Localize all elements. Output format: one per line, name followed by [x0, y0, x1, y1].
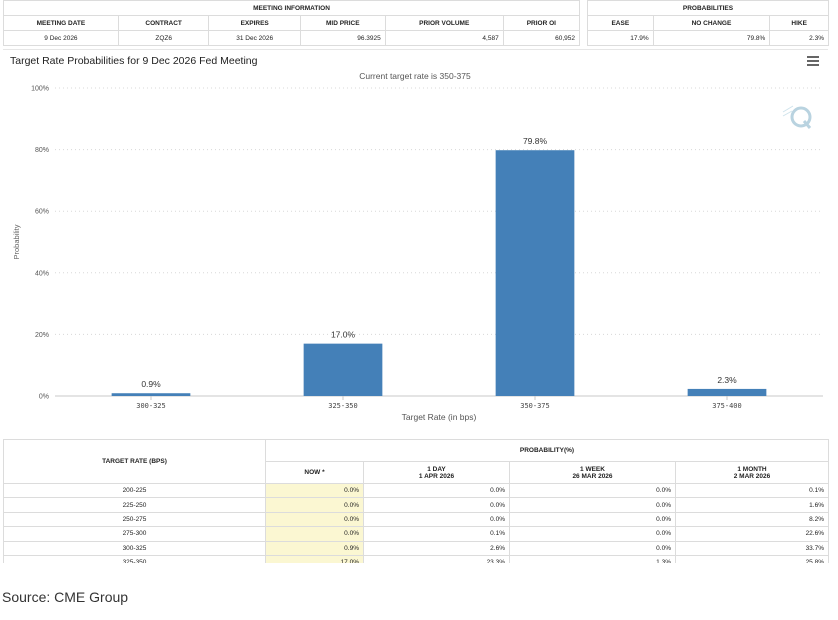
- target-rate-cell: 300-325: [3, 540, 266, 556]
- y-tick-label: 60%: [35, 209, 49, 216]
- probability-cell: 0.0%: [265, 526, 364, 542]
- data-label: 2.3%: [717, 375, 737, 385]
- table-row: 250-275 0.0% 0.0% 0.0% 8.2%: [3, 511, 829, 528]
- data-label: 17.0%: [331, 330, 356, 340]
- col-contract: CONTRACT: [117, 15, 210, 31]
- probability-cell: 0.0%: [509, 540, 676, 556]
- q-logo-icon: [782, 105, 812, 129]
- probability-outlook-table: TARGET RATE (BPS) PROBABILITY(%) NOW * 1…: [3, 439, 829, 563]
- probability-group-header: PROBABILITY(%): [265, 439, 829, 462]
- target-rate-cell: 200-225: [3, 482, 266, 499]
- bar-325-350: [303, 343, 383, 396]
- meeting-info-table: MEETING INFORMATION MEETING DATE CONTRAC…: [3, 0, 581, 46]
- probability-cell: 33.7%: [675, 540, 829, 556]
- col-1-week: 1 WEEK 26 MAR 2026: [509, 461, 676, 484]
- table-row: 300-325 0.9% 2.6% 0.0% 33.7%: [3, 540, 829, 556]
- chart-title: Target Rate Probabilities for 9 Dec 2026…: [10, 55, 258, 67]
- expires-value: 31 Dec 2026: [208, 30, 301, 46]
- bar-chart: 0% 20% 40% 60% 80% 100% Probability Current tar…: [12, 71, 823, 422]
- meeting-date-value: 9 Dec 2026: [3, 30, 119, 46]
- probability-cell: 0.0%: [509, 526, 676, 542]
- target-rate-cell: 275-300: [3, 526, 266, 542]
- ease-value: 17.9%: [587, 30, 654, 46]
- probabilities-data-row: 17.9% 79.8% 2.3%: [587, 30, 829, 46]
- probability-cell: 0.0%: [265, 497, 364, 513]
- hike-value: 2.3%: [769, 30, 829, 46]
- chart-panel: 0% 20% 40% 60% 80% 100% Probability Current tar…: [3, 49, 828, 434]
- col-mid-price: MID PRICE: [299, 15, 386, 31]
- probability-cell: 0.0%: [509, 511, 676, 528]
- col-1-month: 1 MONTH 2 MAR 2026: [675, 461, 829, 484]
- prior-oi-value: 60,952: [502, 30, 581, 46]
- probability-cell: 0.0%: [265, 511, 364, 528]
- target-rate-cell: 225-250: [3, 497, 266, 513]
- source-caption: Source: CME Group: [2, 589, 129, 605]
- probability-cell: 0.0%: [363, 497, 510, 513]
- col-1-day: 1 DAY 1 APR 2026: [363, 461, 510, 484]
- col-no-change: NO CHANGE: [652, 15, 771, 31]
- table-row: 275-300 0.0% 0.1% 0.0% 22.6%: [3, 526, 829, 542]
- probability-cell: 0.0%: [509, 497, 676, 513]
- probabilities-table: PROBABILITIES EASE NO CHANGE HIKE 17.9% …: [587, 0, 829, 46]
- bar-375-400: [687, 388, 767, 396]
- no-change-value: 79.8%: [652, 30, 771, 46]
- x-tick-label: 325-350: [328, 402, 358, 410]
- y-tick-label: 0%: [39, 394, 49, 401]
- probability-cell: 22.6%: [675, 526, 829, 542]
- table-row: 325-350 17.0% 23.3% 1.3% 25.8%: [3, 554, 829, 563]
- probability-cell: 0.0%: [363, 482, 510, 499]
- outlook-table-scroll[interactable]: TARGET RATE (BPS) PROBABILITY(%) NOW * 1…: [3, 439, 829, 563]
- probability-cell: 8.2%: [675, 511, 829, 528]
- col-now: NOW *: [265, 461, 364, 484]
- col-meeting-date: MEETING DATE: [3, 15, 119, 31]
- col-prior-oi: PRIOR OI: [502, 15, 581, 31]
- target-rate-cell: 325-350: [3, 554, 266, 563]
- y-tick-label: 100%: [31, 86, 49, 93]
- prior-volume-value: 4,587: [384, 30, 504, 46]
- col-prior-volume: PRIOR VOLUME: [384, 15, 504, 31]
- x-axis-title: Target Rate (in bps): [402, 412, 477, 422]
- probability-cell: 25.8%: [675, 554, 829, 563]
- probability-cell: 1.6%: [675, 497, 829, 513]
- probability-cell: 0.0%: [509, 482, 676, 499]
- col-expires: EXPIRES: [208, 15, 301, 31]
- contract-value: ZQZ6: [117, 30, 210, 46]
- probability-cell: 0.1%: [363, 526, 510, 542]
- col-ease: EASE: [587, 15, 654, 31]
- y-axis-title: Probability: [12, 224, 21, 259]
- hamburger-menu-icon[interactable]: [807, 56, 819, 66]
- x-tick-label: 375-400: [712, 402, 742, 410]
- y-tick-label: 40%: [35, 270, 49, 277]
- probability-cell: 23.3%: [363, 554, 510, 563]
- probability-cell: 17.0%: [265, 554, 364, 563]
- table-row: 200-225 0.0% 0.0% 0.0% 0.1%: [3, 482, 829, 499]
- probability-cell: 1.3%: [509, 554, 676, 563]
- meeting-info-column-row: MEETING DATE CONTRACT EXPIRES MID PRICE …: [3, 15, 581, 31]
- bar-300-325: [111, 393, 191, 396]
- bar-350-375: [495, 150, 575, 396]
- data-label: 79.8%: [523, 136, 548, 146]
- target-rate-cell: 250-275: [3, 511, 266, 528]
- table-row: 225-250 0.0% 0.0% 0.0% 1.6%: [3, 497, 829, 513]
- probability-cell: 0.1%: [675, 482, 829, 499]
- y-tick-label: 20%: [35, 332, 49, 339]
- probability-cell: 0.9%: [265, 540, 364, 556]
- y-tick-label: 80%: [35, 147, 49, 154]
- probability-cell: 2.6%: [363, 540, 510, 556]
- x-tick-label: 350-375: [520, 402, 550, 410]
- mid-price-value: 96.3925: [299, 30, 386, 46]
- x-tick-label: 300-325: [136, 402, 166, 410]
- data-label: 0.9%: [141, 379, 161, 389]
- meeting-info-data-row: 9 Dec 2026 ZQZ6 31 Dec 2026 96.3925 4,58…: [3, 30, 581, 46]
- probability-cell: 0.0%: [265, 482, 364, 499]
- probability-cell: 0.0%: [363, 511, 510, 528]
- col-hike: HIKE: [769, 15, 829, 31]
- meeting-info-header: MEETING INFORMATION: [3, 0, 580, 16]
- probabilities-column-row: EASE NO CHANGE HIKE: [587, 15, 829, 31]
- target-rate-header: TARGET RATE (BPS): [3, 439, 266, 484]
- probabilities-header: PROBABILITIES: [587, 0, 829, 16]
- chart-subtitle: Current target rate is 350-375: [359, 71, 471, 81]
